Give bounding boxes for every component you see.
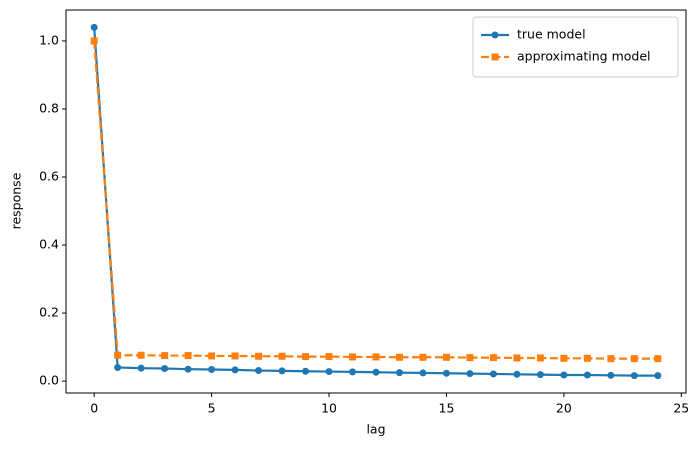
data-point: [278, 352, 286, 360]
x-tick-label: 15: [439, 401, 455, 416]
data-point: [395, 369, 403, 377]
y-tick-label: 0.6: [39, 169, 59, 184]
data-point: [278, 367, 286, 375]
data-point: [654, 355, 662, 363]
x-tick-label: 0: [90, 401, 98, 416]
data-point: [607, 371, 615, 379]
series-line: [93, 27, 658, 377]
data-point: [583, 371, 591, 379]
data-point: [255, 352, 263, 360]
legend-marker: [491, 31, 499, 39]
y-tick-label: 0.4: [39, 237, 59, 252]
data-point: [630, 372, 638, 380]
data-point: [161, 352, 169, 360]
data-point: [419, 369, 427, 377]
data-point: [466, 354, 474, 362]
data-point: [90, 23, 98, 31]
data-point: [513, 370, 521, 378]
data-point: [231, 366, 239, 374]
y-tick-label: 0.2: [39, 305, 59, 320]
legend-label: approximating model: [517, 49, 651, 64]
data-point: [489, 354, 497, 362]
x-tick-label: 5: [208, 401, 216, 416]
data-point: [302, 367, 310, 375]
data-point: [630, 355, 638, 363]
legend-box: [472, 16, 679, 78]
data-point: [536, 371, 544, 379]
data-point: [90, 37, 98, 45]
data-point: [560, 371, 568, 379]
legend-label: true model: [517, 27, 586, 42]
series-line: [93, 40, 658, 360]
data-point: [184, 352, 192, 360]
data-point: [137, 351, 145, 359]
data-point: [442, 353, 450, 361]
data-point: [583, 354, 591, 362]
data-point: [325, 368, 333, 376]
data-point: [349, 368, 357, 376]
x-tick-label: 10: [321, 401, 337, 416]
data-point: [442, 369, 450, 377]
data-point: [372, 353, 380, 361]
data-point: [489, 370, 497, 378]
x-tick-label: 20: [556, 401, 572, 416]
data-point: [395, 353, 403, 361]
data-point: [255, 367, 263, 375]
y-tick-label: 0.8: [39, 100, 59, 115]
legend-marker: [491, 53, 499, 61]
data-point: [161, 365, 169, 373]
data-point: [349, 353, 357, 361]
data-point: [372, 368, 380, 376]
y-tick-label: 0.0: [39, 373, 59, 388]
data-point: [231, 352, 239, 360]
data-point: [114, 351, 122, 359]
data-point: [560, 354, 568, 362]
x-tick-label: 25: [673, 401, 689, 416]
plot-frame: [65, 9, 687, 394]
data-point: [607, 355, 615, 363]
data-point: [184, 365, 192, 373]
data-point: [114, 363, 122, 371]
data-point: [137, 364, 145, 372]
data-point: [419, 353, 427, 361]
data-point: [208, 366, 216, 374]
y-tick-label: 1.0: [39, 32, 59, 47]
data-point: [302, 353, 310, 361]
x-axis-label: lag: [366, 422, 385, 437]
data-point: [466, 370, 474, 378]
y-axis-label: response: [9, 172, 24, 229]
data-point: [654, 372, 662, 380]
data-point: [208, 352, 216, 360]
data-point: [513, 354, 521, 362]
data-point: [325, 353, 333, 361]
data-point: [536, 354, 544, 362]
